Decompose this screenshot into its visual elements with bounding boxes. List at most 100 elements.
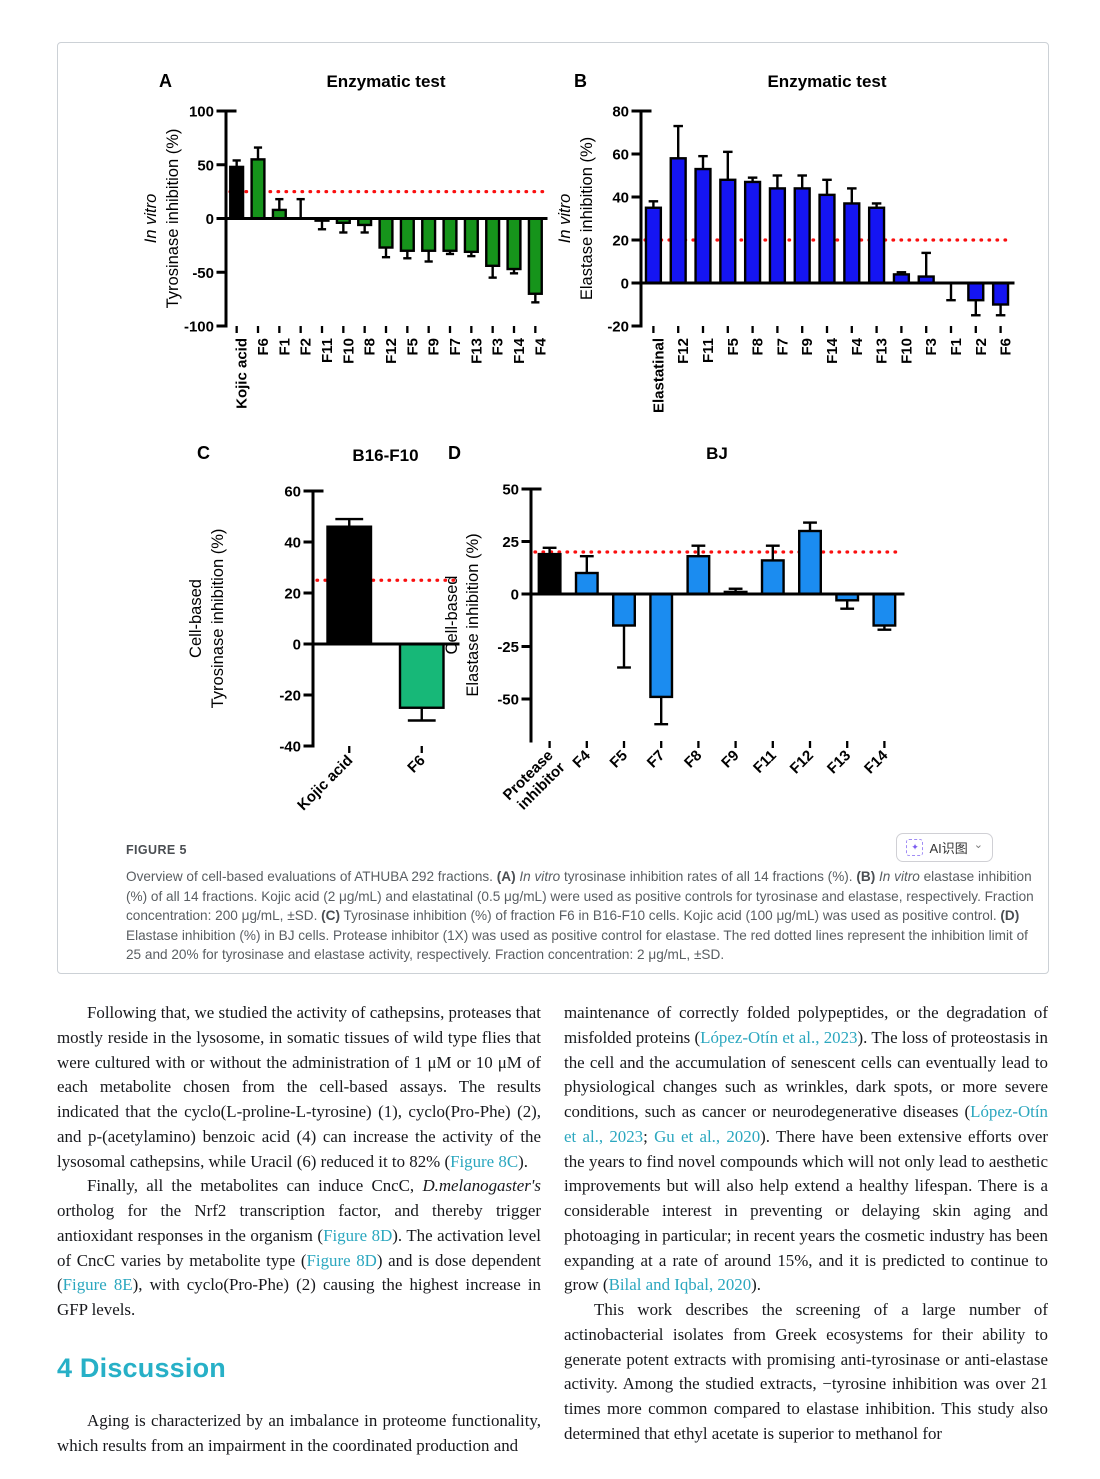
- svg-text:60: 60: [612, 147, 629, 164]
- svg-text:F6: F6: [998, 338, 1015, 356]
- svg-text:F8: F8: [362, 338, 379, 356]
- svg-text:F14: F14: [824, 337, 841, 364]
- text-segment: Following that, we studied the activity …: [57, 1003, 541, 1171]
- svg-text:F6: F6: [255, 338, 272, 356]
- text-segment: This work describes the screening of a l…: [564, 1300, 1048, 1444]
- citation-link[interactable]: López-Otín et al., 2023: [700, 1027, 858, 1047]
- svg-text:F10: F10: [340, 338, 357, 364]
- text-segment: ). The loss of proteostasis in the cell …: [564, 1027, 1048, 1122]
- svg-text:F4: F4: [532, 337, 549, 355]
- figure-label: FIGURE 5: [126, 843, 187, 857]
- article-right-column: maintenance of correctly folded polypept…: [564, 1001, 1048, 1447]
- text-segment: tyrosinase inhibition rates of all 14 fr…: [560, 869, 857, 884]
- text-segment: ).: [518, 1151, 528, 1171]
- svg-text:F9: F9: [426, 338, 443, 356]
- figure-caption: Overview of cell-based evaluations of AT…: [126, 867, 1041, 965]
- svg-text:F3: F3: [923, 338, 940, 356]
- svg-text:0: 0: [293, 637, 301, 654]
- text-segment: ), with cyclo(Pro-Phe) (2) causing the h…: [57, 1275, 541, 1320]
- svg-text:F13: F13: [468, 338, 485, 364]
- svg-text:F4: F4: [569, 747, 594, 772]
- svg-text:Kojic acid: Kojic acid: [234, 338, 251, 409]
- text-segment: (D): [1000, 908, 1020, 924]
- svg-text:F7: F7: [644, 747, 668, 771]
- svg-text:F5: F5: [725, 338, 742, 356]
- citation-link[interactable]: Gu et al., 2020: [654, 1126, 761, 1146]
- chart-elastase-cell-based: D BJ Cell-based Elastase inhibition (%) -50 -…: [443, 443, 905, 813]
- text-segment: In vitro: [879, 869, 920, 884]
- citation-link[interactable]: Figure 8D: [323, 1225, 393, 1245]
- body-paragraph: Following that, we studied the activity …: [57, 1001, 541, 1174]
- svg-text:-20: -20: [279, 688, 301, 705]
- svg-text:-50: -50: [192, 265, 214, 282]
- svg-text:Cell-based: Cell-based: [443, 576, 461, 655]
- svg-text:In vitro: In vitro: [556, 194, 574, 244]
- svg-text:Enzymatic test: Enzymatic test: [326, 72, 445, 91]
- citation-link[interactable]: Figure 8E: [62, 1275, 133, 1295]
- text-segment: ). The activation level of CncC varies b…: [57, 1225, 541, 1270]
- chart-elastase-enzymatic: B Enzymatic test In vitro Elastase inhibiti…: [556, 71, 1015, 413]
- svg-text:50: 50: [502, 482, 519, 499]
- text-segment: Overview of cell-based evaluations of AT…: [126, 869, 497, 884]
- svg-text:F3: F3: [490, 338, 507, 356]
- svg-text:Tyrosinase inhibition (%): Tyrosinase inhibition (%): [209, 529, 227, 709]
- svg-text:100: 100: [189, 104, 214, 121]
- svg-text:F8: F8: [681, 747, 705, 771]
- body-paragraph: Finally, all the metabolites can induce …: [57, 1174, 541, 1323]
- citation-link[interactable]: Figure 8C: [450, 1151, 519, 1171]
- svg-text:B: B: [574, 71, 587, 91]
- section-heading: 4 Discussion: [57, 1352, 226, 1383]
- svg-text:F5: F5: [404, 338, 421, 356]
- sparkle-icon: ✦: [906, 839, 924, 856]
- svg-text:F14: F14: [511, 337, 528, 364]
- svg-text:Cell-based: Cell-based: [187, 579, 205, 658]
- svg-text:80: 80: [612, 104, 629, 121]
- text-segment: ).: [751, 1275, 762, 1295]
- svg-text:F11: F11: [750, 747, 780, 777]
- svg-text:Kojic acid: Kojic acid: [294, 752, 356, 814]
- svg-text:F12: F12: [675, 338, 692, 364]
- svg-text:F11: F11: [319, 338, 336, 363]
- svg-text:-25: -25: [497, 639, 519, 656]
- svg-text:25: 25: [502, 534, 519, 551]
- text-segment: ). There have been extensive efforts ove…: [564, 1126, 1049, 1295]
- citation-link[interactable]: López-Otín et al., 2023: [564, 1102, 1048, 1146]
- chevron-down-icon: ⌄: [973, 839, 983, 851]
- svg-text:40: 40: [284, 535, 301, 552]
- body-paragraph: This work describes the screening of a l…: [564, 1298, 1048, 1447]
- svg-text:F2: F2: [298, 338, 315, 356]
- svg-text:F10: F10: [898, 338, 915, 364]
- svg-text:20: 20: [612, 233, 629, 250]
- svg-text:20: 20: [284, 586, 301, 603]
- text-segment: (B): [856, 869, 876, 884]
- svg-text:F4: F4: [849, 337, 866, 355]
- svg-text:-50: -50: [497, 692, 519, 709]
- svg-text:F11: F11: [700, 338, 717, 363]
- body-paragraph: maintenance of correctly folded polypept…: [564, 1001, 1048, 1298]
- svg-text:F1: F1: [948, 338, 965, 356]
- svg-text:0: 0: [206, 211, 214, 228]
- text-segment: Finally, all the metabolites can induce …: [87, 1176, 423, 1196]
- citation-link[interactable]: Bilal and Iqbal, 2020: [608, 1275, 752, 1295]
- svg-text:F14: F14: [861, 747, 892, 778]
- svg-text:0: 0: [621, 276, 629, 293]
- text-segment: (C): [321, 908, 341, 924]
- svg-text:-20: -20: [607, 319, 629, 336]
- svg-text:F12: F12: [787, 747, 817, 777]
- svg-text:Elastase inhibition (%): Elastase inhibition (%): [578, 137, 596, 300]
- text-segment: maintenance of correctly folded polypept…: [564, 1003, 1048, 1047]
- svg-text:F13: F13: [824, 747, 854, 777]
- figure-caption-area: FIGURE 5 Overview of cell-based evaluati…: [126, 843, 1041, 965]
- svg-text:Enzymatic test: Enzymatic test: [767, 72, 886, 91]
- svg-text:F2: F2: [973, 338, 990, 356]
- chart-tyrosinase-enzymatic: A Enzymatic test In vitro Tyrosinase inhibi…: [142, 71, 549, 409]
- svg-text:F9: F9: [799, 338, 816, 356]
- citation-link[interactable]: Figure 8D: [306, 1250, 377, 1270]
- svg-text:F7: F7: [774, 338, 791, 356]
- svg-text:F13: F13: [874, 338, 891, 364]
- svg-text:60: 60: [284, 484, 301, 501]
- ai-image-recognition-button[interactable]: ✦ AI识图 ⌄: [896, 833, 993, 862]
- svg-text:F1: F1: [276, 338, 293, 356]
- article-left-column: Following that, we studied the activity …: [57, 1001, 541, 1458]
